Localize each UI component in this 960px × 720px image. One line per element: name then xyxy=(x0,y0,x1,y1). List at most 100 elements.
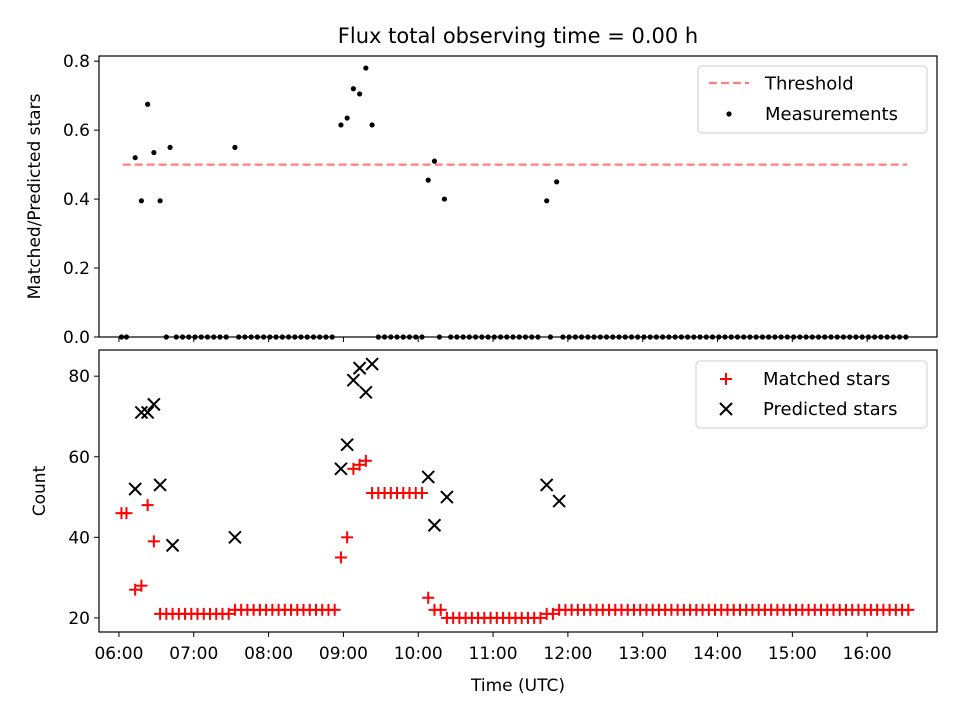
x-tick-label: 09:00 xyxy=(319,644,368,664)
top-y-axis-label: Matched/Predicted stars xyxy=(25,93,45,299)
matched-star-marker xyxy=(147,535,160,548)
predicted-star-stroke-b xyxy=(346,373,361,387)
predicted-star-stroke-b xyxy=(421,470,435,484)
legend-predicted-label: Predicted stars xyxy=(763,399,897,420)
measurement-point xyxy=(357,91,363,97)
predicted-star-marker xyxy=(352,361,367,375)
matched-star-marker xyxy=(534,611,547,624)
predicted-star-marker xyxy=(228,530,242,545)
matched-star-marker xyxy=(222,607,235,620)
bottom-y-axis-label: Count xyxy=(30,465,50,516)
measurement-point xyxy=(132,155,138,161)
x-tick-label: 07:00 xyxy=(169,644,218,664)
matched-star-marker xyxy=(341,531,354,544)
predicted-star-marker xyxy=(539,478,554,492)
matched-star-marker xyxy=(415,487,428,500)
predicted-star-stroke-b xyxy=(359,385,373,400)
bottom-legend: Matched stars Predicted stars xyxy=(695,360,928,429)
predicted-star-marker xyxy=(340,437,354,452)
legend-measurements-swatch xyxy=(726,111,732,117)
bottom-matched-layer xyxy=(115,454,915,624)
legend-measurements-label: Measurements xyxy=(765,104,898,125)
predicted-star-marker xyxy=(153,478,167,492)
matched-star-marker xyxy=(334,551,347,564)
legend-matched-label: Matched stars xyxy=(763,369,890,390)
x-tick-label: 08:00 xyxy=(244,644,293,664)
predicted-star-stroke-b xyxy=(352,361,367,375)
top-y-tick-label: 0.2 xyxy=(63,259,90,279)
top-ticks: 0.0 0.2 0.4 0.6 0.8 xyxy=(63,52,868,348)
x-tick-label: 15:00 xyxy=(768,644,817,664)
bottom-y-tick-label: 60 xyxy=(68,448,90,468)
predicted-star-stroke-b xyxy=(552,494,566,508)
predicted-star-marker xyxy=(365,357,379,371)
predicted-star-stroke-b xyxy=(365,357,379,371)
bottom-ticks: 20 40 60 80 06:00 07:00 08:00 09:00 10:00 11:00 12… xyxy=(68,367,891,664)
matched-star-marker xyxy=(347,462,360,475)
legend-threshold-label: Threshold xyxy=(764,74,854,95)
predicted-star-stroke-b xyxy=(427,518,442,532)
matched-star-marker xyxy=(141,499,154,512)
bottom-predicted-layer xyxy=(128,357,566,553)
measurement-point xyxy=(138,198,144,204)
predicted-star-stroke-b xyxy=(228,530,242,545)
matched-star-marker xyxy=(359,454,372,467)
predicted-star-stroke-b xyxy=(128,482,142,496)
bottom-panel: 20 40 60 80 06:00 07:00 08:00 09:00 10:00 11:00 12… xyxy=(30,349,938,696)
predicted-star-marker xyxy=(140,405,155,420)
measurement-point xyxy=(232,144,238,150)
measurement-point xyxy=(544,198,550,204)
predicted-star-marker xyxy=(552,494,566,508)
measurement-point xyxy=(344,115,350,121)
predicted-star-stroke-b xyxy=(147,397,161,412)
predicted-star-marker xyxy=(165,538,180,553)
predicted-star-marker xyxy=(359,385,373,400)
predicted-star-stroke-b xyxy=(134,405,149,420)
x-tick-label: 12:00 xyxy=(543,644,592,664)
top-axes-frame xyxy=(98,55,938,338)
predicted-star-marker xyxy=(147,397,161,412)
measurement-point xyxy=(145,101,151,107)
measurement-point xyxy=(441,196,448,202)
measurement-point xyxy=(151,149,157,156)
measurement-point xyxy=(157,198,163,204)
x-tick-label: 06:00 xyxy=(94,644,143,664)
predicted-star-marker xyxy=(334,462,348,476)
predicted-star-marker xyxy=(427,518,442,532)
x-tick-label: 16:00 xyxy=(843,644,892,664)
x-tick-label: 14:00 xyxy=(693,644,742,664)
x-tick-label: 11:00 xyxy=(469,644,518,664)
top-y-tick-label: 0.4 xyxy=(63,190,90,210)
matched-star-marker xyxy=(328,603,341,616)
top-legend-box xyxy=(697,65,928,134)
x-tick-label: 13:00 xyxy=(618,644,667,664)
predicted-star-stroke-b xyxy=(440,490,454,504)
predicted-star-stroke-b xyxy=(340,437,354,452)
measurement-point xyxy=(369,122,375,128)
matched-star-marker xyxy=(353,458,366,471)
predicted-star-marker xyxy=(134,405,149,420)
x-tick-label: 10:00 xyxy=(394,644,443,664)
predicted-star-stroke-b xyxy=(334,462,348,476)
top-y-tick-label: 0.0 xyxy=(63,328,90,348)
bottom-axes-frame xyxy=(98,349,938,633)
top-legend: Threshold Measurements xyxy=(697,65,928,134)
measurement-point xyxy=(431,158,438,164)
measurement-point xyxy=(363,65,369,71)
chart-title: Flux total observing time = 0.00 h xyxy=(338,24,698,48)
predicted-star-stroke-b xyxy=(165,538,180,553)
top-y-tick-label: 0.6 xyxy=(63,121,90,141)
legend-predicted-swatch xyxy=(719,402,733,416)
measurement-point xyxy=(167,144,173,150)
matched-star-marker xyxy=(135,579,148,592)
predicted-star-stroke-b xyxy=(539,478,554,492)
legend-matched-swatch xyxy=(720,373,732,385)
top-y-tick-label: 0.8 xyxy=(63,52,90,72)
predicted-star-marker xyxy=(440,490,454,504)
predicted-star-stroke-b xyxy=(140,405,155,420)
predicted-star-marker xyxy=(128,482,142,496)
matched-star-marker xyxy=(120,507,133,520)
matched-star-marker xyxy=(546,607,559,620)
bottom-legend-box xyxy=(695,360,928,429)
